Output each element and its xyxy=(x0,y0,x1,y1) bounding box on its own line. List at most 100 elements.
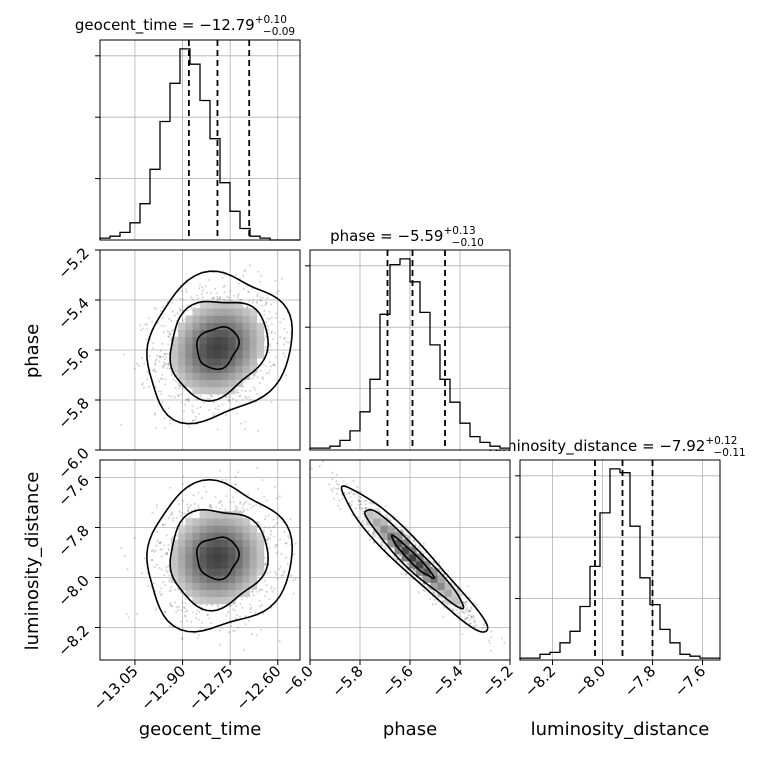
sample-point xyxy=(266,317,269,320)
sample-point xyxy=(140,572,143,575)
sample-point xyxy=(162,361,165,364)
sample-point xyxy=(283,327,286,330)
density-cell xyxy=(228,379,236,388)
sample-point xyxy=(402,530,405,533)
sample-point xyxy=(268,526,271,529)
density-cell xyxy=(185,553,193,562)
sample-point xyxy=(240,422,243,425)
y-tick-label: −5.4 xyxy=(54,294,92,332)
sample-point xyxy=(242,288,245,291)
sample-point xyxy=(210,395,213,398)
density-cell xyxy=(235,575,243,583)
sample-point xyxy=(168,367,171,370)
sample-point xyxy=(468,609,471,612)
sample-point xyxy=(170,395,173,398)
sample-point xyxy=(262,377,264,380)
density-cell xyxy=(256,351,265,359)
sample-point xyxy=(354,507,357,510)
sample-point xyxy=(167,364,170,367)
sample-point xyxy=(361,510,364,513)
density-cell xyxy=(206,308,215,316)
sample-point xyxy=(187,397,190,400)
sample-point xyxy=(249,611,252,613)
sample-point xyxy=(162,523,165,526)
density-cell xyxy=(213,301,222,309)
sample-point xyxy=(380,544,383,547)
density-cell xyxy=(242,589,250,598)
sample-point xyxy=(236,294,239,297)
density-cell xyxy=(249,351,258,359)
density-cell xyxy=(199,518,208,526)
sample-point xyxy=(193,502,196,505)
sample-point xyxy=(270,331,273,334)
density-cell xyxy=(185,351,193,359)
density-cell xyxy=(192,336,200,345)
density-content xyxy=(120,264,300,432)
density-cell xyxy=(199,336,208,345)
sample-point xyxy=(165,551,168,554)
sample-point xyxy=(256,293,259,296)
sample-point xyxy=(191,419,194,422)
sample-point xyxy=(236,412,239,415)
density-cell xyxy=(451,589,460,598)
density-cell xyxy=(256,546,265,555)
density-cell xyxy=(423,575,431,583)
sample-point xyxy=(469,618,471,621)
sample-point xyxy=(163,358,166,361)
sample-point xyxy=(441,600,444,603)
sample-point xyxy=(256,376,259,379)
sample-point xyxy=(280,553,283,555)
sample-point xyxy=(270,533,272,536)
density-cell xyxy=(199,532,208,540)
sample-point xyxy=(221,478,224,481)
density-cell xyxy=(235,329,243,338)
sample-point xyxy=(252,373,255,376)
sample-point xyxy=(267,329,270,332)
sample-point xyxy=(218,296,221,299)
density-cell xyxy=(213,336,222,345)
sample-point xyxy=(163,610,166,613)
sample-point xyxy=(249,264,252,267)
sample-point xyxy=(330,488,333,491)
density-cell xyxy=(242,308,250,316)
sample-point xyxy=(357,504,360,507)
sample-point xyxy=(235,400,238,403)
density-cell xyxy=(228,596,236,605)
sample-point xyxy=(213,287,216,290)
sample-point xyxy=(162,331,165,333)
sample-point xyxy=(244,420,247,423)
sample-point xyxy=(168,579,171,581)
sample-point xyxy=(473,626,476,629)
density-cell xyxy=(256,329,265,338)
sample-point xyxy=(459,602,461,604)
sample-point xyxy=(190,296,193,299)
sample-point xyxy=(180,609,183,612)
sample-point xyxy=(405,534,408,537)
density-cell xyxy=(206,546,215,555)
sample-point xyxy=(216,428,219,431)
sample-point xyxy=(282,574,285,577)
density-cell xyxy=(430,575,438,583)
density-cell xyxy=(249,343,258,352)
density-cell xyxy=(228,546,236,555)
density-cell xyxy=(213,511,222,519)
sample-point xyxy=(230,625,233,628)
sample-point xyxy=(195,617,198,619)
sample-point xyxy=(237,626,240,629)
sample-point xyxy=(422,582,425,585)
sample-point xyxy=(155,506,158,509)
sample-point xyxy=(208,279,211,281)
sample-point xyxy=(408,537,411,540)
density-cell xyxy=(178,582,186,590)
density-cell xyxy=(199,553,208,562)
sample-point xyxy=(180,401,183,404)
sample-point xyxy=(259,605,262,608)
density-cell xyxy=(206,358,215,366)
sample-point xyxy=(209,504,212,507)
density-cell xyxy=(373,518,381,526)
density-cell xyxy=(221,561,229,569)
sample-point xyxy=(145,338,148,341)
density-cell xyxy=(408,546,417,555)
sample-point xyxy=(251,301,254,304)
sample-point xyxy=(206,291,208,294)
